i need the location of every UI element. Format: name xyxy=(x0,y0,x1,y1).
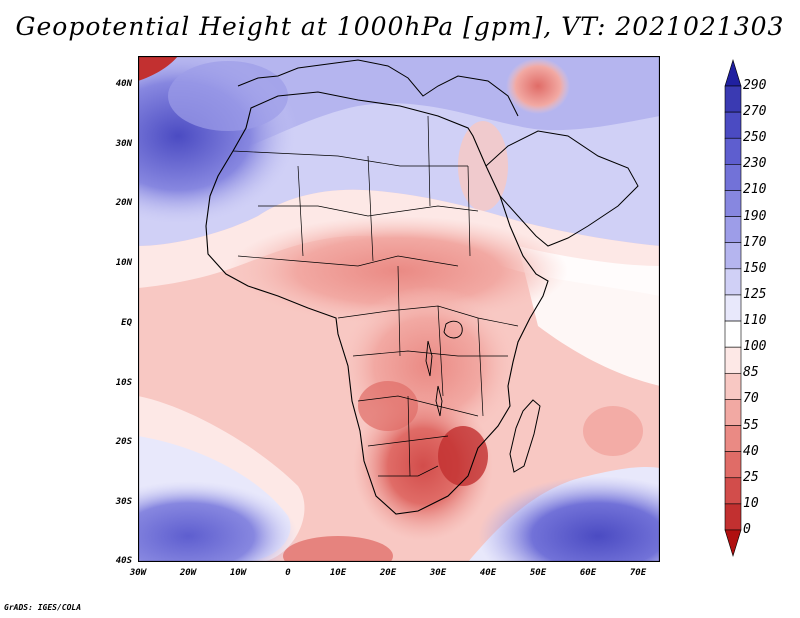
lat-label-30n: 30N xyxy=(115,139,132,149)
colorbar-label: 170 xyxy=(743,234,767,250)
colorbar-segment xyxy=(724,477,742,505)
field-madagascar-low xyxy=(583,406,643,456)
colorbar-label: 100 xyxy=(743,339,767,355)
lake-malawi xyxy=(435,385,443,417)
colorbar-label: 110 xyxy=(743,313,767,329)
lon-label-0: 0 xyxy=(285,568,291,578)
map-title: Geopotential Height at 1000hPa [gpm], VT… xyxy=(15,12,785,41)
field-nile-low xyxy=(458,121,508,211)
colorbar-top-arrow xyxy=(724,58,742,87)
lon-label-10e: 10E xyxy=(329,568,347,578)
field-mozambique-low xyxy=(438,426,488,486)
colorbar-label: 10 xyxy=(743,495,759,511)
lat-label-30s: 30S xyxy=(115,497,132,507)
colorbar-label: 25 xyxy=(743,469,759,485)
lat-label-40s: 40S xyxy=(115,556,132,566)
lake-victoria xyxy=(443,320,463,339)
lat-label-20n: 20N xyxy=(115,198,132,208)
field-cape-low xyxy=(283,536,393,562)
colorbar-segment xyxy=(724,85,742,113)
colorbar-segment xyxy=(724,503,742,531)
lat-label-10n: 10N xyxy=(115,258,132,268)
colorbar-segment xyxy=(724,425,742,452)
field-angola-low xyxy=(358,381,418,431)
lon-label-70e: 70E xyxy=(629,568,647,578)
lon-label-30w: 30W xyxy=(129,568,147,578)
lon-label-30e: 30E xyxy=(429,568,447,578)
colorbar-segment xyxy=(724,346,742,374)
lon-label-40e: 40E xyxy=(479,568,497,578)
colorbar-label: 125 xyxy=(743,286,767,302)
colorbar-segment xyxy=(724,190,742,217)
lat-label-10s: 10S xyxy=(115,378,132,388)
colorbar-segment xyxy=(724,320,742,348)
colorbar-label: 290 xyxy=(743,78,767,93)
colorbar-label: 85 xyxy=(743,365,759,381)
colorbar-label: 55 xyxy=(743,417,759,433)
colorbar-segment xyxy=(724,268,742,296)
lat-label-40n: 40N xyxy=(115,79,132,89)
colorbar-segment xyxy=(724,372,742,400)
coastline-arabia xyxy=(485,130,639,247)
field-northwest-corner-low xyxy=(138,56,178,81)
colorbar-bottom-arrow xyxy=(724,529,742,558)
field-indian-high xyxy=(478,476,660,562)
colorbar-segment xyxy=(724,111,742,139)
colorbar-segment xyxy=(724,216,742,244)
lat-label-20s: 20S xyxy=(115,437,132,447)
lat-label-eq: EQ xyxy=(121,318,132,328)
colorbar-segment xyxy=(724,451,742,479)
lon-label-50e: 50E xyxy=(529,568,547,578)
colorbar-segment xyxy=(724,294,742,322)
lon-label-20w: 20W xyxy=(179,568,197,578)
border-lines xyxy=(232,115,519,477)
coastline-europe xyxy=(237,59,519,117)
colorbar-label: 0 xyxy=(743,522,751,537)
colorbar-label: 70 xyxy=(743,391,759,407)
colorbar-label: 250 xyxy=(743,130,767,146)
footer-credit: GrADS: IGES/COLA xyxy=(4,603,82,612)
lon-label-10w: 10W xyxy=(229,568,247,578)
coastline-africa xyxy=(205,91,549,515)
colorbar-segment xyxy=(724,399,742,426)
colorbar-label: 210 xyxy=(743,182,767,198)
geopotential-map[interactable] xyxy=(138,56,660,562)
colorbar xyxy=(724,58,742,558)
colorbar-label: 270 xyxy=(743,104,767,120)
colorbar-segment xyxy=(724,242,742,270)
colorbar-label: 40 xyxy=(743,443,759,459)
map-border xyxy=(138,56,660,562)
colorbar-label: 190 xyxy=(743,208,767,224)
coastline-madagascar xyxy=(509,399,541,473)
field-levant-low xyxy=(506,58,570,114)
lon-label-60e: 60E xyxy=(579,568,597,578)
field-atlantic-north xyxy=(168,61,288,131)
colorbar-segment xyxy=(724,137,742,165)
colorbar-segment xyxy=(724,164,742,191)
lon-label-20e: 20E xyxy=(379,568,397,578)
lake-tanganyika xyxy=(425,340,433,377)
colorbar-label: 150 xyxy=(743,260,767,276)
field-south-atlantic-high xyxy=(138,481,298,562)
colorbar-label: 230 xyxy=(743,156,767,172)
